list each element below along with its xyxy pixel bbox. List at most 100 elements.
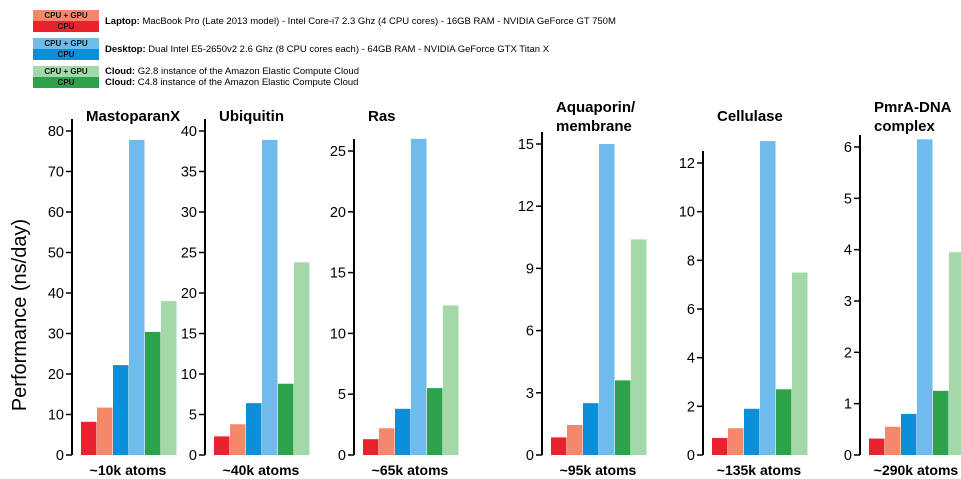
bar-cloud-cpu-chart-1 — [145, 331, 161, 455]
y-tick-label-chart-2: 40 — [181, 124, 197, 140]
legend-cloud-name: Cloud: — [105, 66, 136, 77]
x-axis-label-chart-2: ~40k atoms — [223, 462, 300, 478]
y-tick-label-chart-4: 6 — [526, 324, 534, 340]
bar-desktop-cpu-gpu-chart-3 — [411, 138, 427, 455]
chart-title-4: membrane — [556, 118, 632, 135]
bar-laptop-cpu-gpu-chart-1 — [97, 407, 113, 455]
y-tick-label-chart-5: 0 — [687, 448, 695, 464]
y-tick-label-chart-4: 3 — [526, 386, 534, 402]
bar-cloud-cpu-gpu-chart-3 — [443, 305, 459, 455]
y-tick-label-chart-5: 6 — [687, 302, 695, 318]
bar-laptop-cpu-gpu-chart-2 — [230, 424, 246, 455]
bar-cloud-cpu-gpu-chart-5 — [792, 272, 808, 455]
y-tick-label-chart-1: 70 — [48, 165, 64, 181]
legend-swatch-laptop-cpu-gpu: CPU + GPU — [33, 10, 99, 21]
x-axis-label-chart-4: ~95k atoms — [560, 462, 637, 478]
y-tick-label-chart-6: 0 — [844, 448, 852, 464]
y-tick-label-chart-5: 4 — [687, 351, 695, 367]
bar-cloud-cpu-chart-4 — [615, 380, 631, 455]
y-tick-label-chart-2: 15 — [181, 327, 197, 343]
bar-desktop-cpu-gpu-chart-5 — [760, 141, 776, 455]
y-tick-label-chart-1: 30 — [48, 327, 64, 343]
y-tick-label-chart-1: 10 — [48, 408, 64, 424]
bar-desktop-cpu-chart-3 — [395, 408, 411, 455]
bar-desktop-cpu-gpu-chart-2 — [262, 139, 278, 455]
bar-laptop-cpu-chart-1 — [81, 421, 97, 455]
y-tick-label-chart-5: 2 — [687, 399, 695, 415]
y-tick-label-chart-1: 20 — [48, 367, 64, 383]
y-tick-label-chart-6: 6 — [844, 140, 852, 156]
bar-desktop-cpu-chart-4 — [583, 403, 599, 455]
y-tick-label-chart-5: 12 — [679, 156, 695, 172]
y-tick-label-chart-3: 5 — [338, 387, 346, 403]
bar-cloud-cpu-gpu-chart-2 — [294, 262, 310, 455]
chart-title-5: Cellulase — [717, 108, 783, 125]
bar-desktop-cpu-gpu-chart-4 — [599, 144, 615, 455]
legend-cloud-name-2: Cloud: — [105, 77, 136, 88]
bar-laptop-cpu-chart-2 — [214, 436, 230, 455]
bar-cloud-cpu-chart-6 — [933, 390, 949, 455]
bar-cloud-cpu-chart-3 — [427, 388, 443, 455]
legend-entry-cloud-c48: Cloud: C4.8 instance of the Amazon Elast… — [105, 77, 358, 88]
y-tick-label-chart-2: 20 — [181, 286, 197, 302]
bar-cloud-cpu-gpu-chart-4 — [631, 239, 647, 455]
y-tick-label-chart-6: 1 — [844, 397, 852, 413]
y-tick-label-chart-4: 15 — [518, 137, 534, 153]
legend-entry-desktop: Desktop: Dual Intel E5-2650v2 2.6 Ghz (8… — [105, 44, 549, 55]
y-tick-label-chart-4: 9 — [526, 261, 534, 277]
bar-laptop-cpu-gpu-chart-6 — [885, 426, 901, 455]
legend-laptop-desc: MacBook Pro (Late 2013 model) - Intel Co… — [142, 16, 616, 27]
bar-desktop-cpu-chart-1 — [113, 365, 129, 455]
y-tick-label-chart-3: 10 — [330, 326, 346, 342]
chart-title-4: Aquaporin/ — [556, 99, 636, 116]
chart-title-3: Ras — [368, 108, 396, 125]
bar-cloud-cpu-chart-2 — [278, 383, 294, 455]
x-axis-label-chart-6: ~290k atoms — [874, 462, 959, 478]
y-tick-label-chart-2: 5 — [189, 408, 197, 424]
bar-laptop-cpu-gpu-chart-3 — [379, 428, 395, 455]
bar-cloud-cpu-gpu-chart-6 — [949, 252, 961, 455]
bar-laptop-cpu-chart-6 — [869, 438, 885, 455]
y-tick-label-chart-6: 4 — [844, 243, 852, 259]
bar-laptop-cpu-chart-5 — [712, 437, 728, 455]
y-tick-label-chart-1: 60 — [48, 205, 64, 221]
legend-desktop-desc: Dual Intel E5-2650v2 2.6 Ghz (8 CPU core… — [148, 44, 550, 55]
chart-title-6: complex — [874, 118, 936, 135]
chart-title-6: PmrA-DNA — [874, 99, 952, 116]
bar-desktop-cpu-gpu-chart-6 — [917, 139, 933, 456]
legend-laptop-name: Laptop: — [105, 16, 140, 27]
legend-entry-cloud-g28: Cloud: G2.8 instance of the Amazon Elast… — [105, 66, 359, 77]
y-tick-label-chart-6: 3 — [844, 294, 852, 310]
y-tick-label-chart-1: 40 — [48, 286, 64, 302]
x-axis-label-chart-1: ~10k atoms — [90, 462, 167, 478]
legend-swatch-cloud-cpu-gpu: CPU + GPU — [33, 66, 99, 77]
bar-desktop-cpu-chart-2 — [246, 403, 262, 455]
y-tick-label-chart-1: 50 — [48, 246, 64, 262]
bar-laptop-cpu-chart-3 — [363, 439, 379, 455]
bar-desktop-cpu-chart-6 — [901, 413, 917, 455]
y-tick-label-chart-4: 0 — [526, 448, 534, 464]
legend-cloud-desc-2: C4.8 instance of the Amazon Elastic Comp… — [137, 77, 359, 88]
legend-swatch-desktop-cpu: CPU — [33, 49, 99, 60]
y-tick-label-chart-2: 35 — [181, 165, 197, 181]
y-tick-label-chart-3: 15 — [330, 266, 346, 282]
y-tick-label-chart-6: 2 — [844, 345, 852, 361]
y-tick-label-chart-5: 10 — [679, 205, 695, 221]
y-tick-label-chart-2: 10 — [181, 367, 197, 383]
y-tick-label-chart-6: 5 — [844, 191, 852, 207]
legend-desktop-name: Desktop: — [105, 44, 146, 55]
y-tick-label-chart-1: 80 — [48, 124, 64, 140]
legend: CPU + GPU CPU Laptop: MacBook Pro (Late … — [0, 0, 961, 95]
bar-desktop-cpu-chart-5 — [744, 408, 760, 455]
bar-laptop-cpu-gpu-chart-5 — [728, 428, 744, 455]
bar-laptop-cpu-gpu-chart-4 — [567, 424, 583, 455]
y-tick-label-chart-2: 30 — [181, 205, 197, 221]
bar-laptop-cpu-chart-4 — [551, 437, 567, 455]
y-tick-label-chart-1: 0 — [56, 448, 64, 464]
legend-swatch-desktop-cpu-gpu: CPU + GPU — [33, 38, 99, 49]
y-tick-label-chart-3: 25 — [330, 144, 346, 160]
y-tick-label-chart-4: 12 — [518, 199, 534, 215]
y-tick-label-chart-2: 25 — [181, 246, 197, 262]
bar-cloud-cpu-gpu-chart-1 — [161, 301, 177, 455]
